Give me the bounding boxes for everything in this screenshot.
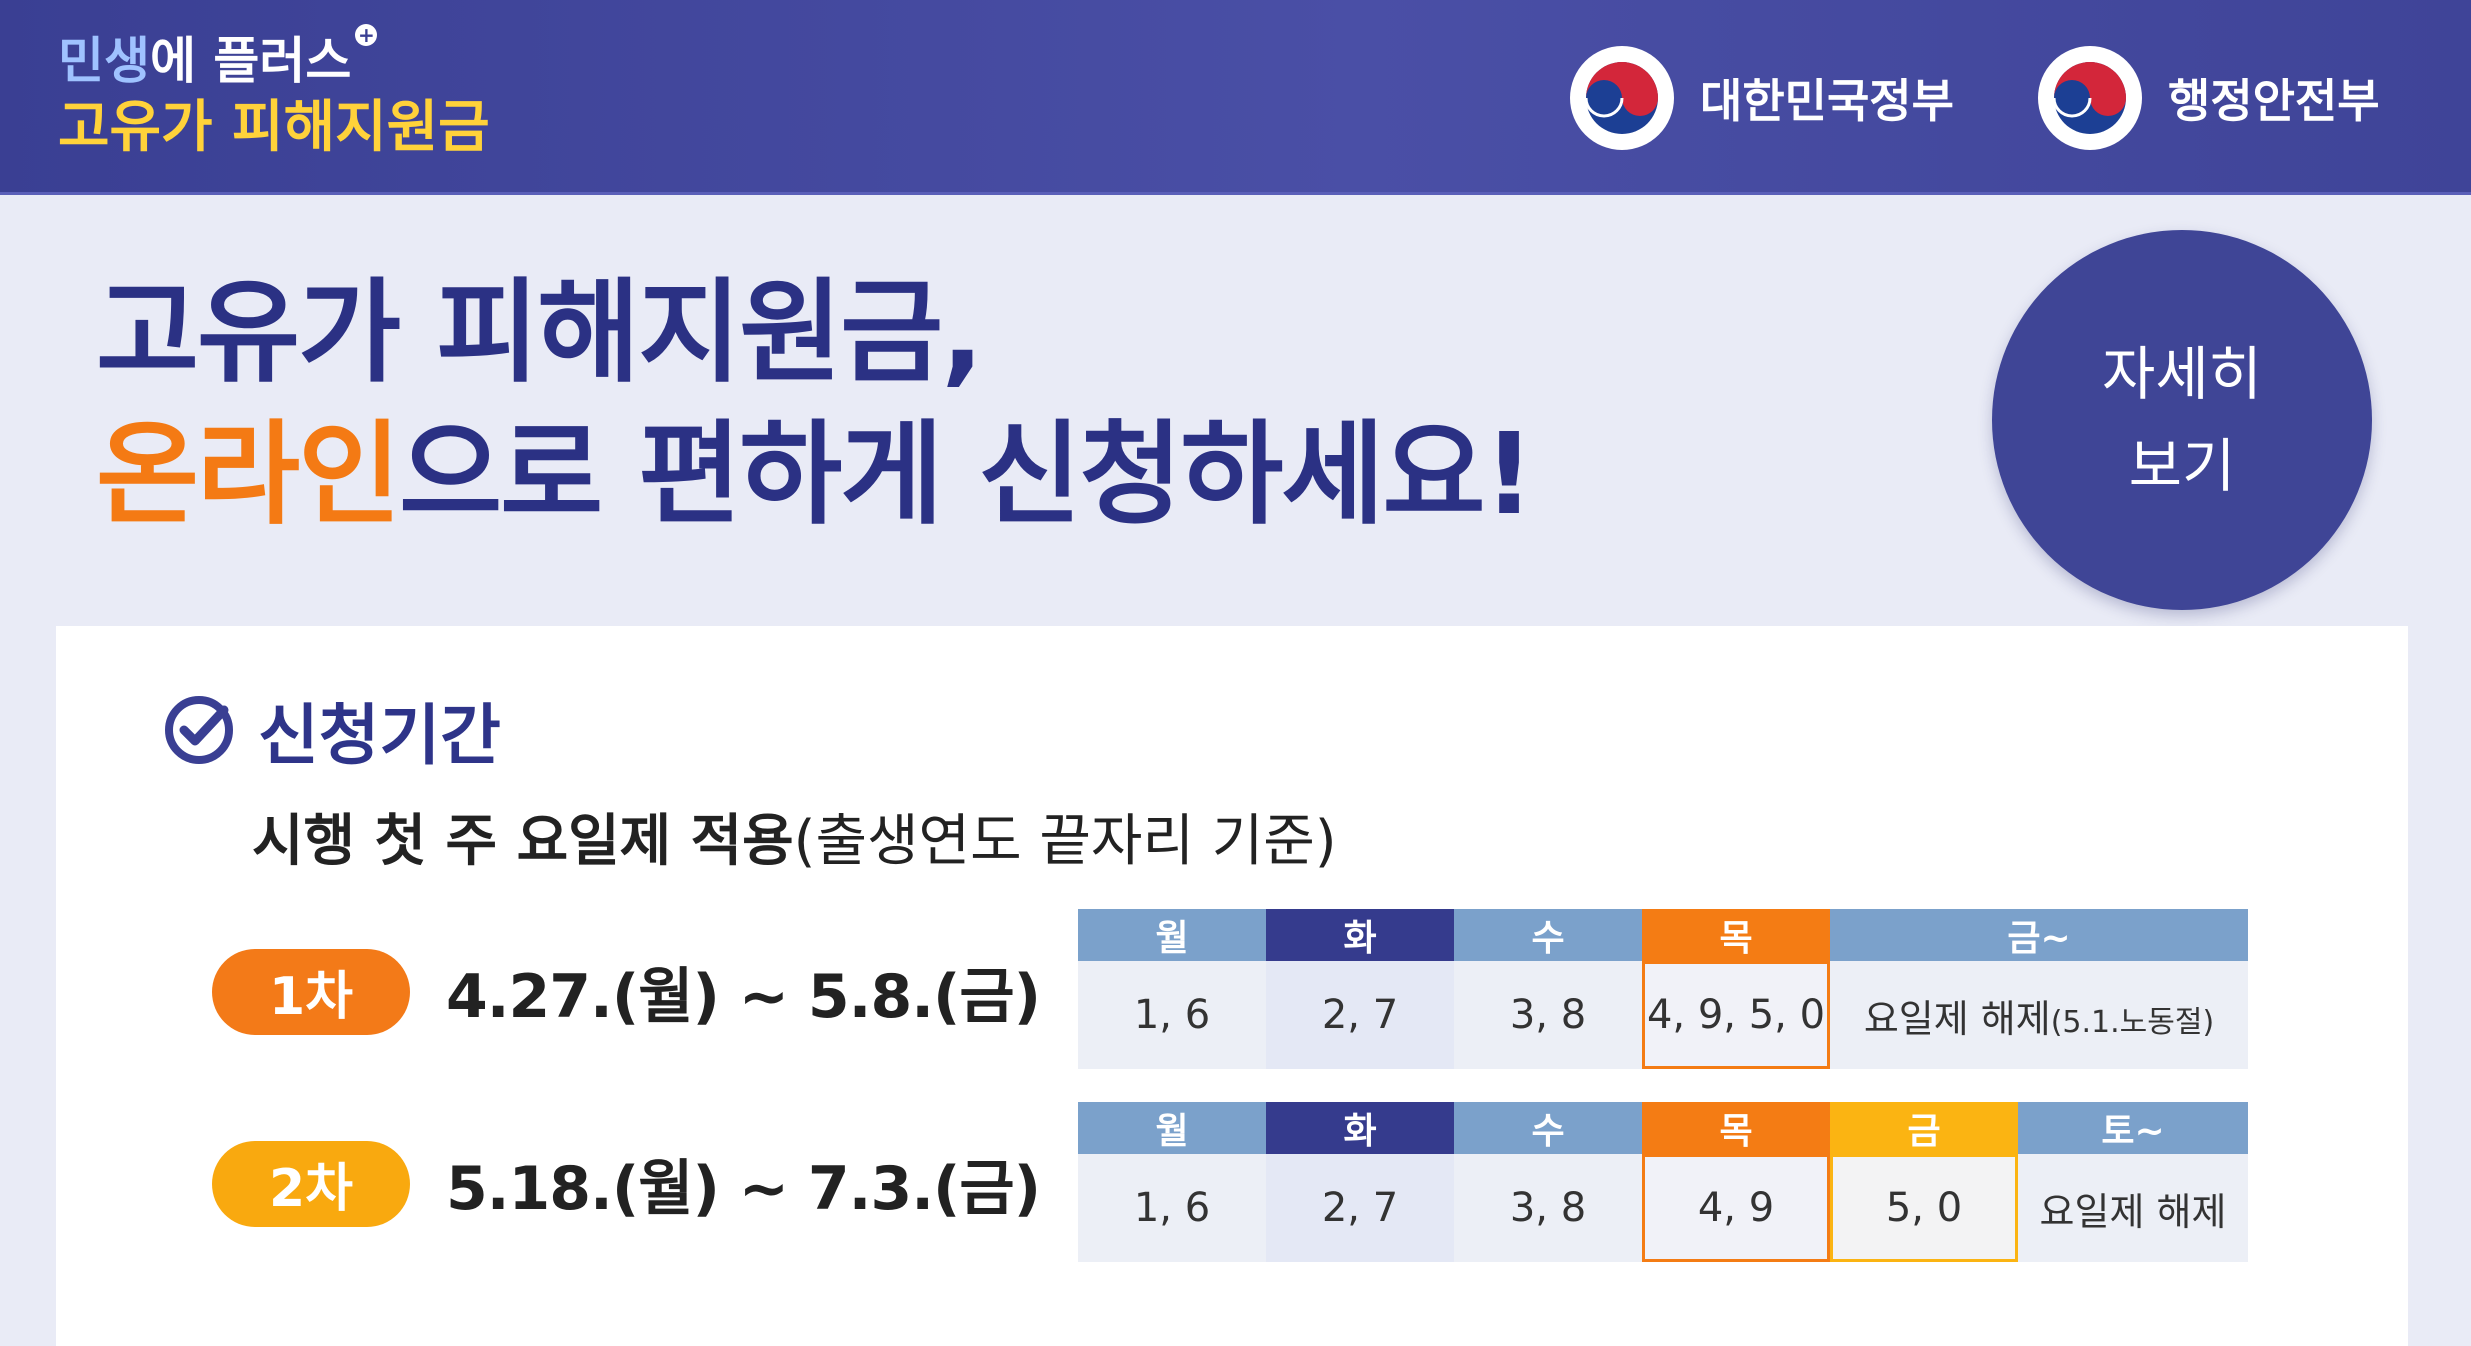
day-header: 수 [1454,909,1642,961]
brand-title: 민생에 플러스 + [58,24,490,92]
gov-logo-korea: 대한민국정부 [1570,46,1954,150]
headline: 고유가 피해지원금, 온라인으로 편하게 신청하세요! [96,262,1976,546]
table-header-row: 월 화 수 목 금 토~ [1078,1102,2248,1154]
brand-title-highlight: 민생 [58,32,150,90]
plus-icon: + [355,24,378,46]
round-1-period: 4.27.(월) ~ 5.8.(금) [446,962,1041,1032]
day-header: 월 [1078,909,1266,961]
headline-line2-rest: 으로 편하게 신청하세요! [399,410,1534,540]
section-title-text: 신청기간 [258,697,501,774]
round-2: 2차 5.18.(월) ~ 7.3.(금) [212,1140,1041,1227]
birth-digit-cell: 2, 7 [1266,961,1454,1069]
weekday-rule-lifted-cell: 요일제 해제(5.1.노동절) [1830,961,2248,1069]
gov-label-mois: 행정안전부 [2168,74,2380,128]
day-header: 금 [1830,1102,2018,1154]
top-banner: 민생에 플러스 + 고유가 피해지원금 대한민국정부 행정안전부 [0,0,2471,195]
table-row: 1, 6 2, 7 3, 8 4, 9 5, 0 요일제 해제 [1078,1154,2248,1262]
note-small: (5.1.노동절) [2050,1004,2215,1040]
day-header: 목 [1642,1102,1830,1154]
section-title: 신청기간 [162,682,501,778]
weekday-rule-lifted-cell: 요일제 해제 [2018,1154,2248,1262]
gov-logo-mois: 행정안전부 [2038,46,2380,150]
birth-digit-cell: 3, 8 [1454,1154,1642,1262]
day-header: 수 [1454,1102,1642,1154]
gov-label-korea: 대한민국정부 [1700,74,1954,128]
day-header: 목 [1642,909,1830,961]
check-circle-icon [165,696,233,764]
round-2-schedule-table: 월 화 수 목 금 토~ 1, 6 2, 7 3, 8 4, 9 5, 0 요일… [1078,1102,2248,1262]
birth-digit-cell: 1, 6 [1078,961,1266,1069]
round-2-badge: 2차 [212,1140,410,1227]
view-details-label-line1: 자세히 [2101,340,2263,408]
view-details-label-line2: 보기 [2128,432,2236,500]
section-subtitle-bold: 시행 첫 주 요일제 적용 [252,809,794,874]
round-1: 1차 4.27.(월) ~ 5.8.(금) [212,948,1041,1035]
brand-logo: 민생에 플러스 + 고유가 피해지원금 [58,24,490,164]
birth-digit-cell: 2, 7 [1266,1154,1454,1262]
section-subtitle: 시행 첫 주 요일제 적용(출생연도 끝자리 기준) [252,796,1337,877]
round-1-badge: 1차 [212,948,410,1035]
taegeuk-emblem-icon [2038,46,2142,150]
headline-highlight: 온라인 [96,410,401,540]
birth-digit-cell: 4, 9, 5, 0 [1642,961,1830,1069]
round-1-schedule-table: 월 화 수 목 금~ 1, 6 2, 7 3, 8 4, 9, 5, 0 요일제… [1078,909,2248,1069]
birth-digit-cell: 4, 9 [1642,1154,1830,1262]
day-header: 월 [1078,1102,1266,1154]
birth-digit-cell: 3, 8 [1454,961,1642,1069]
birth-digit-cell: 5, 0 [1830,1154,2018,1262]
day-header: 화 [1266,1102,1454,1154]
birth-digit-cell: 1, 6 [1078,1154,1266,1262]
section-subtitle-rest: (출생연도 끝자리 기준) [793,809,1337,874]
taegeuk-emblem-icon [1570,46,1674,150]
day-header: 화 [1266,909,1454,961]
brand-subtitle: 고유가 피해지원금 [58,95,490,160]
headline-line1: 고유가 피해지원금, [96,268,984,398]
day-header: 토~ [2018,1102,2248,1154]
round-2-period: 5.18.(월) ~ 7.3.(금) [446,1154,1041,1224]
note-main: 요일제 해제 [1863,996,2051,1041]
headline-line2: 온라인으로 편하게 신청하세요! [96,404,1976,546]
day-header: 금~ [1830,909,2248,961]
brand-title-rest: 에 플러스 [150,32,352,90]
table-row: 1, 6 2, 7 3, 8 4, 9, 5, 0 요일제 해제(5.1.노동절… [1078,961,2248,1069]
table-header-row: 월 화 수 목 금~ [1078,909,2248,961]
application-period-card: 신청기간 시행 첫 주 요일제 적용(출생연도 끝자리 기준) 1차 4.27.… [56,626,2408,1346]
